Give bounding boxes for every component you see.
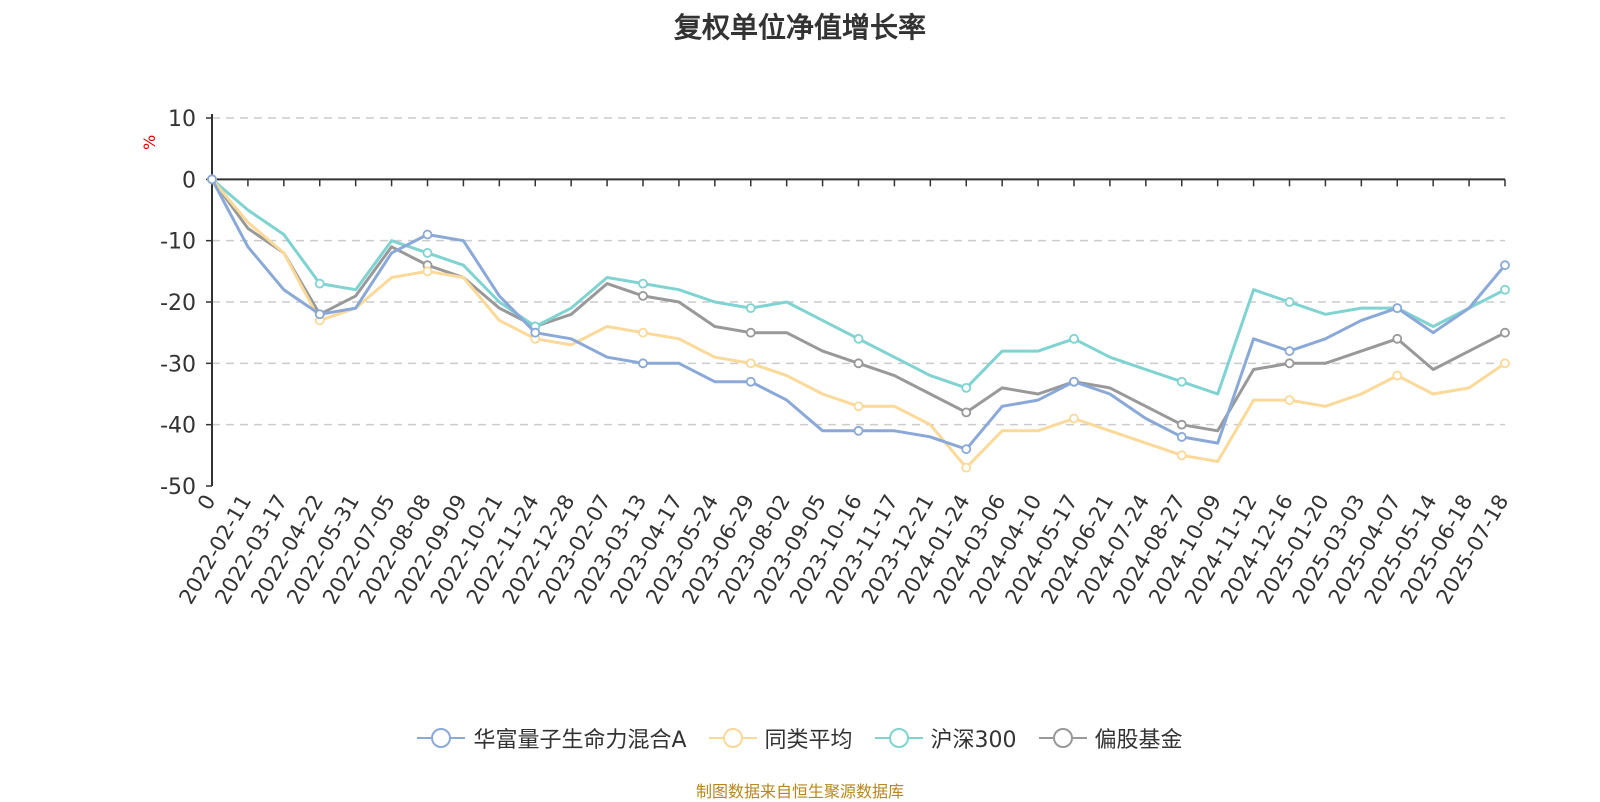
legend-line-circle-icon xyxy=(1038,728,1087,748)
data-point xyxy=(1176,450,1187,461)
data-point xyxy=(745,358,756,369)
data-point xyxy=(961,462,972,473)
legend-line-circle-icon xyxy=(708,728,757,748)
series-line-3 xyxy=(210,178,1506,433)
y-tick-label: -30 xyxy=(160,352,196,377)
data-point xyxy=(1284,395,1295,406)
data-point xyxy=(1284,358,1295,369)
chart-title: 复权单位净值增长率 xyxy=(673,11,926,44)
grid-layer xyxy=(212,117,1505,426)
legend-item-series-3[interactable]: 偏股基金 xyxy=(1038,722,1183,754)
legend-label: 同类平均 xyxy=(764,728,853,753)
data-point xyxy=(853,401,864,412)
data-point xyxy=(1284,297,1295,307)
legend-line-circle-icon xyxy=(874,728,923,748)
data-point xyxy=(853,358,864,369)
data-point xyxy=(638,358,648,369)
data-point xyxy=(1176,432,1187,442)
legend-item-series-0[interactable]: 华富量子生命力混合A xyxy=(417,722,687,754)
data-point xyxy=(961,444,972,455)
data-point xyxy=(745,376,756,387)
data-point xyxy=(314,309,325,320)
y-tick-label: -20 xyxy=(160,291,196,316)
data-point xyxy=(1392,333,1403,344)
data-point xyxy=(745,303,756,314)
data-point xyxy=(314,278,325,289)
data-point xyxy=(1284,346,1295,356)
data-point xyxy=(207,174,217,185)
series-layer xyxy=(207,174,1510,473)
data-point xyxy=(1176,419,1187,430)
data-point xyxy=(745,327,756,338)
data-point xyxy=(1500,327,1510,338)
source-note: 制图数据来自恒生聚源数据库 xyxy=(695,782,904,801)
data-point xyxy=(422,248,433,258)
y-tick-label: -50 xyxy=(160,475,196,500)
data-point xyxy=(1176,376,1187,387)
data-point xyxy=(638,278,648,289)
data-point xyxy=(530,327,541,338)
data-point xyxy=(1392,370,1403,381)
y-tick-label: 0 xyxy=(182,168,196,193)
y-tick-label: -40 xyxy=(160,414,196,439)
data-point xyxy=(961,382,972,393)
data-point xyxy=(422,266,433,277)
data-point xyxy=(638,327,648,338)
data-point xyxy=(1069,333,1079,344)
data-point xyxy=(1069,413,1079,424)
data-point xyxy=(1500,284,1510,295)
y-tick-label: -10 xyxy=(160,230,196,255)
data-point xyxy=(853,425,864,436)
data-point xyxy=(1500,358,1510,369)
y-tick-label: 10 xyxy=(168,107,196,132)
data-point xyxy=(1392,303,1403,314)
legend-label: 沪深300 xyxy=(930,728,1017,753)
legend-label: 偏股基金 xyxy=(1094,728,1183,753)
label-layer: 100-10-20-30-40-5002022-02-112022-03-172… xyxy=(160,107,1513,608)
data-point xyxy=(1500,260,1510,271)
legend-line-circle-icon xyxy=(417,728,466,748)
data-point xyxy=(1069,376,1079,387)
legend: 华富量子生命力混合A 同类平均 沪深300 偏股基金 xyxy=(0,722,1600,754)
legend-item-series-2[interactable]: 沪深300 xyxy=(874,722,1017,754)
data-point xyxy=(422,229,433,240)
legend-item-series-1[interactable]: 同类平均 xyxy=(708,722,853,754)
line-chart: 100-10-20-30-40-5002022-02-112022-03-172… xyxy=(160,107,1513,608)
x-tick-label: 0 xyxy=(193,491,220,515)
legend-label: 华富量子生命力混合A xyxy=(473,728,687,753)
data-point xyxy=(961,407,972,418)
data-point xyxy=(853,333,864,344)
data-point xyxy=(638,290,648,301)
